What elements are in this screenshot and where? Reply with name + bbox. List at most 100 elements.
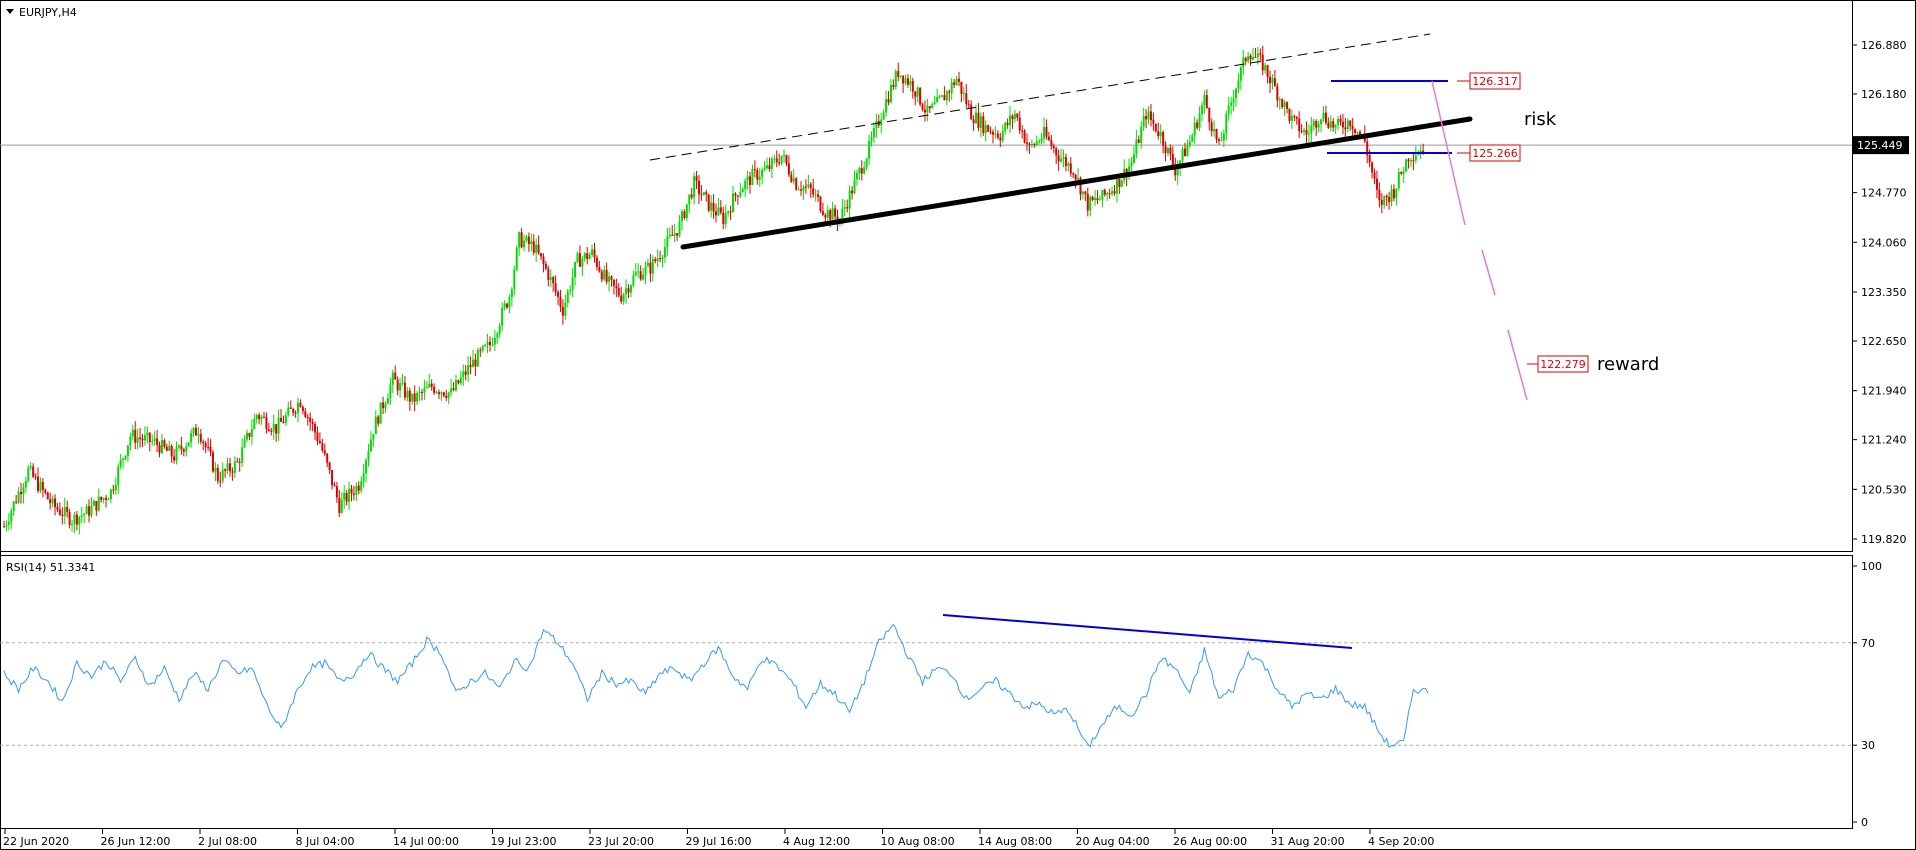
candle-body xyxy=(724,213,727,224)
candle-body xyxy=(977,112,980,128)
rsi-tick-label: 100 xyxy=(1861,560,1882,573)
candle-body xyxy=(403,382,406,398)
candle-body xyxy=(938,96,941,98)
candle-body xyxy=(63,506,66,516)
candle-body xyxy=(294,412,297,414)
candle-body xyxy=(433,386,436,393)
candle-body xyxy=(360,481,363,491)
candle-body xyxy=(498,325,501,334)
candle-body xyxy=(88,506,91,516)
candle-body xyxy=(1169,147,1172,154)
candle-body xyxy=(773,158,776,160)
candle-body xyxy=(1252,57,1255,60)
candle-body xyxy=(224,469,227,471)
candle-body xyxy=(134,429,137,443)
candle-body xyxy=(979,116,982,128)
candle-body xyxy=(1060,158,1063,162)
candle-body xyxy=(683,211,686,219)
candle-body xyxy=(1166,147,1169,154)
candle-body xyxy=(749,176,752,185)
rsi-divergence-line[interactable] xyxy=(942,614,1353,649)
candle-body xyxy=(1045,126,1048,137)
candle-body xyxy=(1018,117,1021,131)
candle-body xyxy=(1288,108,1291,121)
candle-body xyxy=(807,184,810,187)
candle-body xyxy=(887,99,890,103)
candle-body xyxy=(1096,198,1099,201)
price-tick-label: 123.350 xyxy=(1861,286,1907,299)
candle-body xyxy=(95,501,98,511)
time-tick-label: 14 Aug 08:00 xyxy=(978,835,1052,848)
candle-body xyxy=(1346,120,1349,130)
candle-body xyxy=(695,176,698,181)
candle-body xyxy=(258,415,261,420)
candle-body xyxy=(1186,145,1189,157)
candle-body xyxy=(420,392,423,394)
candle-body xyxy=(248,432,251,437)
candle-body xyxy=(549,277,552,281)
candle-body xyxy=(233,461,236,473)
candle-body xyxy=(1293,116,1296,118)
candle-body xyxy=(1057,155,1060,162)
candle-body xyxy=(527,236,530,245)
candle-body xyxy=(289,407,292,409)
candle-body xyxy=(391,372,394,385)
candle-body xyxy=(493,337,496,345)
candle-body xyxy=(904,78,907,84)
upper-channel-line[interactable] xyxy=(649,33,1431,161)
candle-body xyxy=(578,253,581,267)
candle-body xyxy=(158,445,161,453)
candle-body xyxy=(928,106,931,109)
candle-body xyxy=(690,194,693,198)
candle-body xyxy=(1230,102,1233,106)
candle-body xyxy=(1205,95,1208,109)
candle-body xyxy=(175,447,178,461)
candle-body xyxy=(306,416,309,418)
candle-body xyxy=(591,249,594,255)
time-tick-label: 8 Jul 04:00 xyxy=(296,835,355,848)
support-trendline[interactable] xyxy=(680,116,1473,250)
candle-body xyxy=(275,424,278,434)
candle-body xyxy=(486,341,489,346)
candle-body xyxy=(734,193,737,196)
candle-body xyxy=(221,469,224,481)
price-pane[interactable] xyxy=(0,0,1853,552)
candle-body xyxy=(1035,141,1038,146)
candle-body xyxy=(362,473,365,482)
candle-body xyxy=(870,137,873,142)
candle-body xyxy=(1402,171,1405,174)
candle-body xyxy=(513,269,516,290)
candle-body xyxy=(559,296,562,307)
candle-body xyxy=(804,186,807,188)
candle-body xyxy=(557,291,560,297)
candle-body xyxy=(1271,78,1274,84)
candle-body xyxy=(632,275,635,286)
candle-body xyxy=(1351,126,1354,129)
rsi-pane[interactable] xyxy=(0,555,1853,829)
candle-body xyxy=(68,512,71,525)
candle-body xyxy=(3,526,5,528)
time-tick-label: 20 Aug 04:00 xyxy=(1076,835,1150,848)
candle-body xyxy=(345,492,348,502)
candle-body xyxy=(612,279,615,286)
candle-body xyxy=(569,290,572,292)
candle-body xyxy=(476,350,479,367)
candle-body xyxy=(1074,174,1077,180)
candle-body xyxy=(1193,122,1196,136)
candle-body xyxy=(600,271,603,280)
dropdown-arrow-icon[interactable] xyxy=(6,9,14,14)
candle-body xyxy=(1157,131,1160,137)
candle-body xyxy=(348,488,351,502)
candle-body xyxy=(20,491,23,495)
candle-body xyxy=(714,211,717,216)
candle-body xyxy=(943,95,946,101)
candle-body xyxy=(1220,140,1223,142)
candle-body xyxy=(58,509,61,515)
candle-body xyxy=(44,489,47,493)
candle-body xyxy=(700,194,703,196)
candle-body xyxy=(802,186,805,191)
candle-body xyxy=(1055,148,1058,156)
candle-body xyxy=(126,445,129,456)
candle-body xyxy=(800,189,803,191)
